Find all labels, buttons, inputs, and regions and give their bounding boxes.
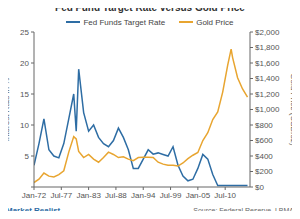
html-text:Market Realist: Market Realist (6, 205, 61, 215)
svg-text:25: 25 (20, 28, 29, 37)
svg-text:Jul-99: Jul-99 (160, 191, 182, 200)
svg-text:$1,800: $1,800 (255, 43, 280, 52)
svg-text:$1,000: $1,000 (255, 105, 280, 114)
svg-text:$1,200: $1,200 (255, 90, 280, 99)
svg-text:Jan-83: Jan-83 (76, 191, 101, 200)
svg-text:$800: $800 (255, 121, 273, 130)
svg-text:Jul-77: Jul-77 (50, 191, 72, 200)
svg-text:Jan-05: Jan-05 (186, 191, 211, 200)
svg-text:$400: $400 (255, 152, 273, 161)
svg-text:$600: $600 (255, 136, 273, 145)
svg-text:Jan-72: Jan-72 (22, 191, 47, 200)
html-text:Source: Federal Reserve, LBMA: Source: Federal Reserve, LBMA (193, 206, 294, 214)
svg-text:10: 10 (20, 121, 29, 130)
svg-text:Jan-94: Jan-94 (131, 191, 156, 200)
svg-text:Jul-88: Jul-88 (105, 191, 127, 200)
svg-text:5: 5 (25, 152, 30, 161)
svg-text:$1,400: $1,400 (255, 74, 280, 83)
html-text:Gold Price: Gold Price (196, 17, 234, 27)
svg-text:15: 15 (20, 90, 29, 99)
svg-text:$0: $0 (255, 183, 264, 192)
html-text:Fed Fund Target Rate versus Go: Fed Fund Target Rate versus Gold Price (55, 2, 245, 13)
svg-text:Gold Price (USD/oz): Gold Price (USD/oz) (289, 73, 292, 146)
html-text:Fed Funds Target Rate: Fed Funds Target Rate (83, 17, 166, 27)
svg-text:$1,600: $1,600 (255, 59, 280, 68)
svg-text:Jul-10: Jul-10 (214, 191, 236, 200)
svg-text:Interest Rate in %: Interest Rate in % (8, 78, 11, 142)
svg-text:$200: $200 (255, 167, 273, 176)
svg-text:20: 20 (20, 59, 29, 68)
svg-text:$2,000: $2,000 (255, 28, 280, 37)
